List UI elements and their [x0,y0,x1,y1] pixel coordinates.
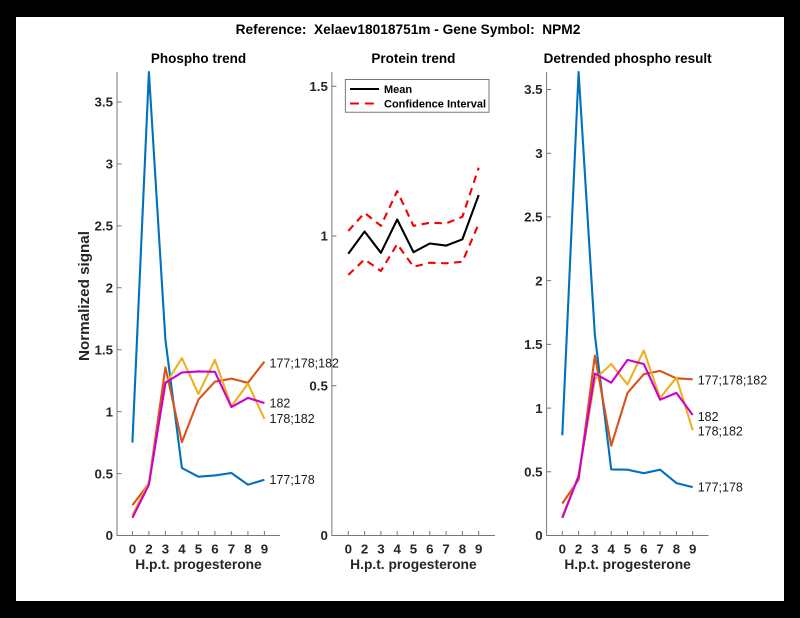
svg-text:9: 9 [689,542,696,557]
svg-text:2: 2 [535,273,542,288]
svg-text:Normalized signal: Normalized signal [76,231,93,361]
svg-text:0: 0 [535,528,542,543]
svg-text:1: 1 [535,401,543,416]
svg-text:2.5: 2.5 [524,210,543,225]
svg-text:3: 3 [162,542,169,557]
svg-text:1: 1 [106,404,114,419]
svg-text:0: 0 [106,528,113,543]
svg-text:H.p.t. progesterone: H.p.t. progesterone [350,557,477,572]
svg-text:178;182: 178;182 [698,425,743,439]
svg-text:0: 0 [559,542,566,557]
svg-text:5: 5 [195,542,203,557]
svg-text:3.5: 3.5 [95,95,114,110]
svg-text:7: 7 [656,542,663,557]
svg-text:H.p.t. progesterone: H.p.t. progesterone [135,557,262,572]
svg-text:3: 3 [535,146,542,161]
svg-text:7: 7 [442,542,449,557]
svg-text:182: 182 [270,396,291,410]
svg-text:0: 0 [345,542,352,557]
svg-text:2: 2 [361,542,368,557]
svg-text:1.5: 1.5 [95,342,114,357]
svg-text:177;178;182: 177;178;182 [270,356,340,370]
svg-text:8: 8 [673,542,680,557]
svg-text:Confidence Interval: Confidence Interval [384,98,486,110]
svg-text:Protein trend: Protein trend [371,51,455,66]
svg-text:H.p.t. progesterone: H.p.t. progesterone [564,557,691,572]
svg-text:6: 6 [640,542,647,557]
svg-text:0.5: 0.5 [524,465,543,480]
svg-text:3: 3 [106,157,113,172]
svg-text:6: 6 [426,542,433,557]
svg-text:182: 182 [698,410,719,424]
svg-text:1: 1 [320,229,328,244]
svg-text:8: 8 [244,542,251,557]
svg-text:0.5: 0.5 [95,466,114,481]
svg-text:9: 9 [261,542,268,557]
svg-text:178;182: 178;182 [270,412,315,426]
svg-text:2: 2 [106,281,113,296]
svg-text:5: 5 [624,542,632,557]
svg-text:4: 4 [393,542,401,557]
svg-text:Detrended phospho result: Detrended phospho result [544,51,713,66]
svg-text:4: 4 [178,542,186,557]
svg-text:1.5: 1.5 [309,79,328,94]
svg-text:3: 3 [377,542,384,557]
svg-text:3.5: 3.5 [524,82,543,97]
svg-text:Phospho trend: Phospho trend [151,51,246,66]
svg-text:0.5: 0.5 [309,378,328,393]
svg-text:0: 0 [129,542,136,557]
svg-text:177;178: 177;178 [698,480,743,494]
svg-text:3: 3 [591,542,598,557]
svg-text:5: 5 [410,542,418,557]
svg-text:Mean: Mean [384,84,412,96]
svg-text:0: 0 [320,528,327,543]
svg-text:2.5: 2.5 [95,219,114,234]
svg-text:9: 9 [475,542,482,557]
svg-text:2: 2 [575,542,582,557]
svg-text:177;178: 177;178 [270,473,315,487]
svg-text:4: 4 [607,542,615,557]
svg-text:Reference: Xelaev18018751m -: Reference: Xelaev18018751m - Gene Symbol… [236,22,581,37]
svg-text:8: 8 [459,542,466,557]
svg-text:2: 2 [145,542,152,557]
svg-text:6: 6 [211,542,218,557]
svg-text:7: 7 [228,542,235,557]
svg-text:177;178;182: 177;178;182 [698,374,768,388]
svg-text:1.5: 1.5 [524,337,543,352]
